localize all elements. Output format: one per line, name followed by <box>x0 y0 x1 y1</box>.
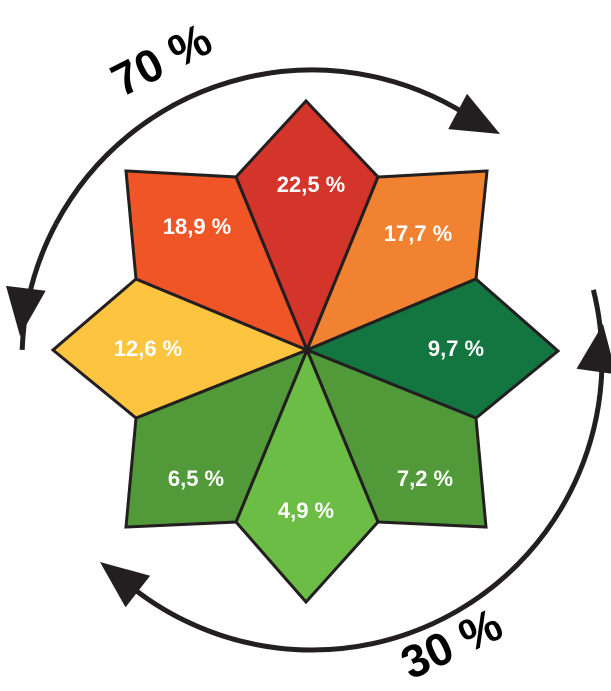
arrowhead-left <box>5 285 46 336</box>
data-label-right: 9,7 % <box>428 336 484 361</box>
labels-layer: 22,5 % 17,7 % 9,7 % 7,2 % 4,9 % 6,5 % 12,6 % 18… <box>114 172 484 523</box>
data-label-bottom-right: 7,2 % <box>397 466 453 491</box>
arc-70-percent-tail <box>19 222 59 350</box>
data-label-top-left: 18,9 % <box>163 214 232 239</box>
arrowhead-top-right <box>448 93 500 134</box>
data-label-left: 12,6 % <box>114 336 183 361</box>
data-label-bottom: 4,9 % <box>278 498 334 523</box>
arrowhead-bottom-left <box>100 562 151 608</box>
data-label-bottom-left: 6,5 % <box>168 466 224 491</box>
petals-layer <box>50 98 561 605</box>
data-label-top-right: 17,7 % <box>384 221 453 246</box>
data-label-top: 22,5 % <box>277 172 346 197</box>
arrowhead-right <box>576 324 611 374</box>
arcs-layer <box>5 67 611 653</box>
pie-slice-top-left <box>124 169 310 353</box>
arc-30-percent <box>108 289 605 653</box>
arc-70-percent <box>53 67 480 226</box>
